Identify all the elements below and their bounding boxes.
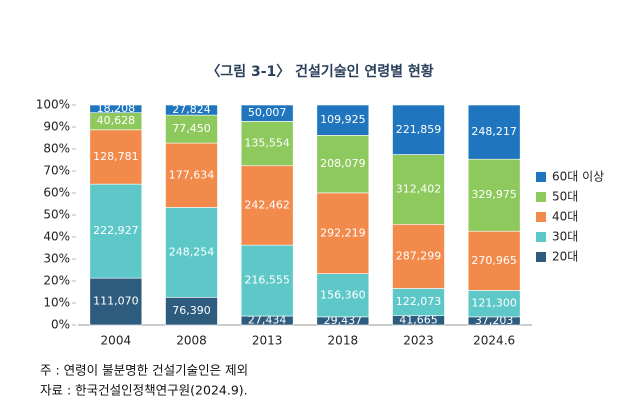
bar-segment: [240, 244, 294, 317]
data-label: 248,254: [169, 245, 215, 258]
data-label: 128,781: [93, 150, 139, 163]
data-label: 287,299: [396, 249, 442, 262]
y-tick-label: 60%: [43, 186, 70, 200]
data-label: 77,450: [172, 122, 211, 135]
x-tick-label: 2013: [252, 334, 283, 348]
y-tick-label: 100%: [36, 98, 70, 112]
bar-segment: [165, 114, 218, 144]
data-label: 109,925: [320, 113, 366, 126]
data-label: 177,634: [169, 168, 215, 181]
legend-label: 30대: [552, 230, 578, 244]
legend-label: 60대 이상: [552, 170, 604, 184]
x-tick-label: 2023: [403, 334, 434, 348]
bar-segment: [165, 104, 218, 116]
bar-segment: [467, 104, 521, 160]
data-label: 270,965: [471, 254, 517, 267]
note: 주 : 연령이 불분명한 건설기술인은 제외: [40, 363, 248, 378]
data-label: 208,079: [320, 157, 366, 170]
x-tick-label: 2004: [101, 334, 132, 348]
data-label: 292,219: [320, 226, 366, 239]
legend-label: 40대: [552, 210, 578, 224]
bar-segment: [89, 104, 143, 113]
data-label: 156,360: [320, 288, 366, 301]
data-label: 37,203: [475, 314, 514, 327]
y-tick-label: 40%: [43, 230, 70, 244]
data-label: 50,007: [248, 106, 287, 119]
chart-title: 〈그림 3-1〉 건설기술인 연령별 현황: [206, 63, 433, 80]
x-tick-label: 2018: [328, 334, 359, 348]
bar-segment: [240, 104, 294, 122]
legend-swatch: [536, 252, 546, 262]
bar-segment: [392, 223, 445, 289]
data-label: 135,554: [244, 137, 290, 150]
data-label: 312,402: [396, 182, 442, 195]
data-label: 122,073: [396, 295, 442, 308]
y-tick-label: 30%: [43, 252, 70, 266]
y-tick-label: 50%: [43, 208, 70, 222]
x-tick-label: 2024.6: [473, 334, 515, 348]
data-label: 41,665: [399, 313, 438, 326]
bar-segment: [316, 104, 370, 136]
bar-segment: [392, 288, 445, 316]
data-label: 216,555: [244, 274, 290, 287]
legend-swatch: [536, 232, 546, 242]
data-label: 29,437: [324, 314, 363, 327]
x-tick-label: 2008: [176, 334, 207, 348]
data-label: 121,300: [471, 297, 517, 310]
bar-segment: [392, 154, 445, 225]
note: 자료 : 한국건설인정책연구원(2024.9).: [40, 383, 248, 398]
y-tick-label: 20%: [43, 274, 70, 288]
y-tick-label: 0%: [51, 318, 70, 332]
legend-swatch: [536, 192, 546, 202]
data-label: 40,628: [97, 114, 136, 127]
y-tick-label: 10%: [43, 296, 70, 310]
legend-label: 20대: [552, 250, 578, 264]
y-tick-label: 70%: [43, 164, 70, 178]
bar-segment: [467, 230, 521, 291]
y-tick-label: 80%: [43, 142, 70, 156]
data-label: 27,434: [248, 314, 287, 327]
data-label: 242,462: [244, 198, 290, 211]
data-label: 111,070: [93, 295, 139, 308]
data-label: 18,208: [97, 102, 136, 115]
data-label: 76,390: [172, 304, 211, 317]
data-label: 329,975: [471, 188, 517, 201]
legend-swatch: [536, 172, 546, 182]
data-label: 27,824: [172, 103, 211, 116]
bar-segment: [89, 183, 143, 279]
y-tick-label: 90%: [43, 120, 70, 134]
bar-segment: [240, 121, 294, 167]
legend-label: 50대: [552, 190, 578, 204]
bar-segment: [165, 142, 218, 208]
data-label: 222,927: [93, 224, 139, 237]
legend-swatch: [536, 212, 546, 222]
bar-segment: [467, 158, 521, 232]
bar-segment: [316, 273, 370, 318]
data-label: 248,217: [471, 125, 517, 138]
bar-segment: [89, 277, 143, 326]
bar-segment: [467, 290, 521, 318]
data-label: 221,859: [396, 123, 442, 136]
bar-segment: [316, 135, 370, 194]
bar-segment: [316, 192, 370, 274]
bar-segment: [392, 104, 445, 155]
